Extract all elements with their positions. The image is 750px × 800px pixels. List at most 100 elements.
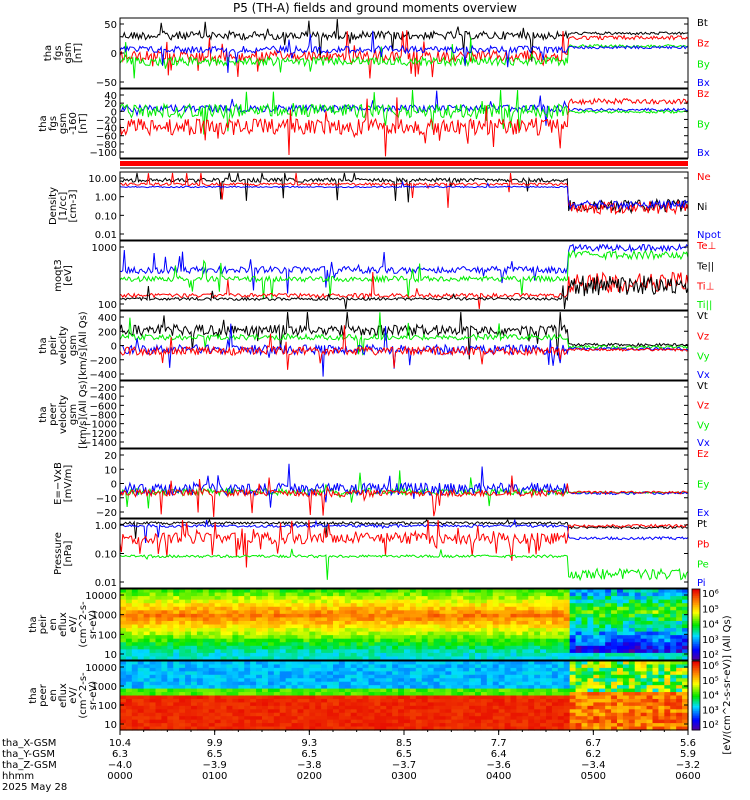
spectrogram-cell	[185, 667, 192, 672]
spectrogram-cell	[475, 681, 482, 686]
spectrogram-cell	[327, 645, 334, 650]
spectrogram-cell	[617, 681, 624, 686]
spectrogram-cell	[581, 695, 589, 700]
spectrogram-cell	[593, 596, 600, 601]
spectrogram-cell	[634, 723, 642, 728]
spectrogram-cell	[250, 719, 257, 724]
spectrogram-cell	[143, 606, 151, 611]
spectrogram-cell	[504, 688, 512, 693]
spectrogram-cell	[611, 652, 618, 658]
ytick-label: 1000	[92, 611, 117, 622]
spectrogram-cell	[143, 620, 151, 626]
spectrogram-cell	[587, 610, 594, 615]
legend-density-0: Ne	[697, 172, 711, 183]
spectrogram-cell	[658, 613, 665, 618]
colorbar-step	[692, 615, 700, 618]
spectrogram-cell	[262, 628, 269, 633]
spectrogram-cell	[664, 606, 671, 611]
spectrogram-cell	[421, 589, 429, 594]
spectrogram-cell	[534, 628, 541, 633]
spectrogram-cell	[534, 702, 541, 707]
spectrogram-cell	[179, 692, 186, 697]
spectrogram-cell	[333, 645, 340, 650]
spectrogram-cell	[664, 596, 671, 601]
spectrogram-cell	[522, 709, 529, 714]
spectrogram-cell	[569, 592, 577, 597]
spectrogram-cell	[226, 667, 234, 672]
spectrogram-cell	[137, 671, 145, 676]
spectrogram-cell	[504, 649, 512, 654]
spectrogram-cell	[475, 606, 482, 611]
spectrogram-cell	[605, 617, 612, 622]
spectrogram-cell	[510, 603, 518, 608]
spectrogram-cell	[143, 664, 151, 669]
spectrogram-cell	[581, 617, 589, 622]
colorbar-step	[692, 686, 700, 690]
spectrogram-cell	[226, 716, 234, 721]
spectrogram-cell	[670, 645, 677, 650]
spectrogram-cell	[344, 709, 352, 714]
legend-peirvel-3: Vx	[697, 370, 710, 381]
colorbar-step	[692, 664, 700, 667]
spectrogram-cell	[250, 617, 257, 622]
spectrogram-cell	[273, 702, 281, 707]
spectrogram-cell	[605, 723, 612, 728]
spectrogram-cell	[374, 606, 381, 611]
spectrogram-cell	[463, 688, 470, 693]
spectrogram-cell	[492, 674, 500, 679]
spectrogram-cell	[291, 642, 299, 647]
spectrogram-cell	[451, 592, 458, 597]
spectrogram-cell	[504, 685, 512, 690]
spectrogram-cell	[593, 698, 600, 703]
spectrogram-cell	[149, 692, 157, 697]
spectrogram-cell	[333, 664, 340, 669]
spectrogram-cell	[155, 716, 163, 721]
spectrogram-cell	[522, 719, 529, 724]
spectrogram-cell	[427, 628, 435, 633]
spectrogram-cell	[356, 692, 364, 697]
spectrogram-cell	[214, 606, 222, 611]
spectrogram-cell	[652, 716, 660, 721]
spectrogram-cell	[563, 628, 571, 633]
spectrogram-cell	[510, 688, 518, 693]
spectrogram-cell	[220, 692, 228, 697]
spectrogram-cell	[179, 620, 186, 626]
spectrogram-cell	[617, 631, 624, 636]
spectrogram-cell	[232, 726, 239, 731]
spectrogram-cell	[617, 695, 624, 700]
spectrogram-cell	[374, 649, 381, 654]
spectrogram-cell	[498, 674, 506, 679]
ytick-label: 10	[104, 465, 117, 476]
spectrogram-cell	[179, 589, 186, 594]
spectrogram-cell	[285, 592, 293, 597]
spectrogram-cell	[143, 661, 151, 666]
spectrogram-cell	[137, 596, 145, 601]
spectrogram-cell	[208, 702, 216, 707]
spectrogram-cell	[232, 671, 239, 676]
spectrogram-cell	[439, 709, 447, 714]
spectrogram-cell	[569, 649, 577, 654]
spectrogram-cell	[279, 726, 287, 731]
spectrogram-cell	[309, 685, 316, 690]
spectrogram-cell	[220, 712, 228, 717]
spectrogram-cell	[380, 671, 387, 676]
spectrogram-cell	[155, 652, 163, 658]
spectrogram-cell	[208, 645, 216, 650]
spectrogram-cell	[522, 645, 529, 650]
spectrogram-cell	[676, 698, 683, 703]
spectrogram-cell	[504, 664, 512, 669]
spectrogram-cell	[569, 705, 577, 710]
spectrogram-cell	[611, 705, 618, 710]
spectrogram-cell	[516, 603, 523, 608]
spectrogram-cell	[250, 652, 257, 658]
spectrogram-cell	[557, 698, 565, 703]
spectrogram-cell	[125, 709, 133, 714]
spectrogram-cell	[315, 681, 322, 686]
spectrogram-cell	[581, 705, 589, 710]
spectrogram-cell	[333, 603, 340, 608]
spectrogram-cell	[640, 638, 648, 643]
spectrogram-cell	[469, 716, 476, 721]
spectrogram-cell	[469, 638, 476, 643]
spectrogram-cell	[480, 635, 488, 640]
spectrogram-cell	[415, 705, 423, 710]
